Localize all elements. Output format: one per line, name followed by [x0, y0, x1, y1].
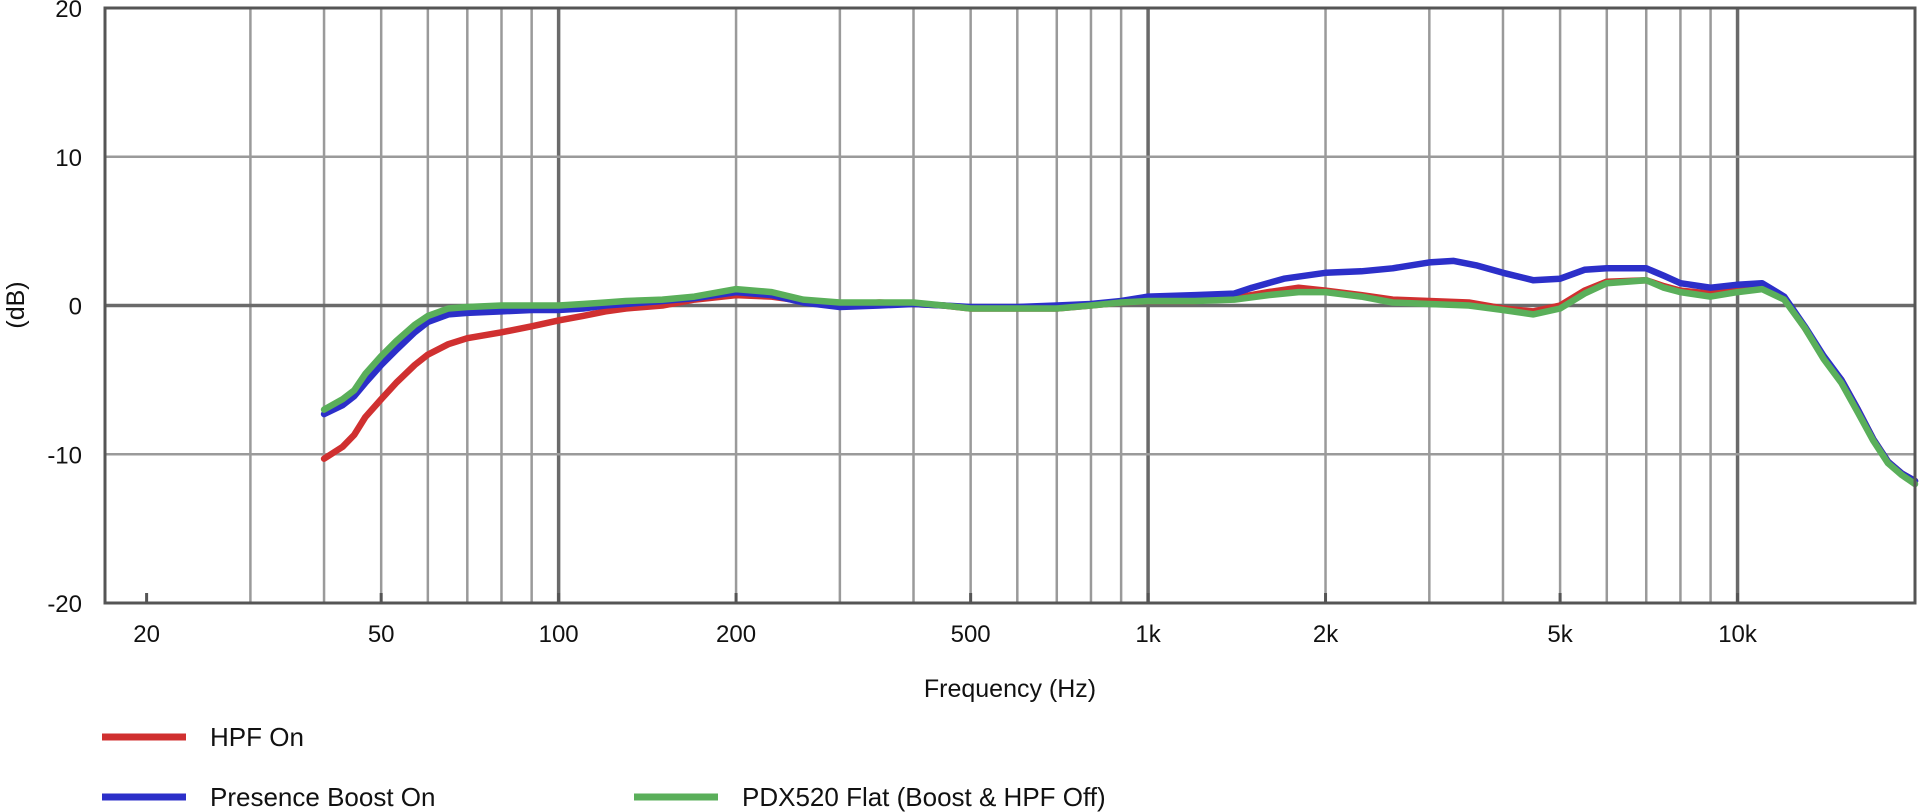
y-axis-label: (dB) [2, 281, 30, 328]
y-tick-label: 10 [55, 145, 82, 172]
x-tick-label: 10k [1718, 621, 1758, 648]
series-layer [320, 257, 1919, 488]
x-tick-label: 200 [716, 621, 756, 648]
legend: HPF On Presence Boost On PDX520 Flat (Boos… [102, 722, 1106, 812]
legend-label-1: HPF On [210, 722, 304, 752]
x-tick-label: 1k [1135, 621, 1161, 648]
frame-layer [103, 6, 1917, 605]
y-tick-label: 0 [69, 294, 82, 321]
x-tick-label: 100 [539, 621, 579, 648]
x-tick-label: 5k [1547, 621, 1573, 648]
x-tick-label: 50 [368, 621, 395, 648]
plot-frame [103, 6, 1917, 605]
series-line-2 [320, 257, 1919, 485]
x-tick-label: 500 [951, 621, 991, 648]
legend-label-3: PDX520 Flat (Boost & HPF Off) [742, 782, 1106, 812]
x-axis-label: Frequency (Hz) [924, 675, 1096, 703]
y-tick-label: -10 [47, 442, 82, 469]
series-line-3 [320, 276, 1919, 488]
y-tick-label: 20 [55, 0, 82, 23]
x-tick-label: 2k [1313, 621, 1339, 648]
legend-label-2: Presence Boost On [210, 782, 435, 812]
y-tick-label: -20 [47, 591, 82, 618]
x-tick-label: 20 [133, 621, 160, 648]
